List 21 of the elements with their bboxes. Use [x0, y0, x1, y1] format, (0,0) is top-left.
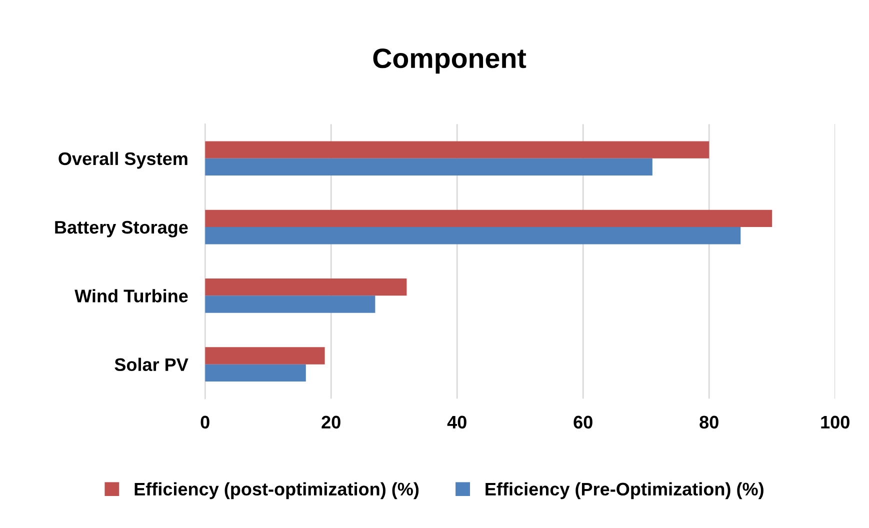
- y-tick-label: Wind Turbine: [74, 289, 188, 302]
- bar: [205, 227, 741, 244]
- bar: [205, 210, 772, 228]
- x-tick-label: 40: [447, 416, 466, 429]
- bar: [205, 141, 710, 158]
- x-tick-label: 80: [700, 416, 718, 429]
- y-tick-label: Overall System: [58, 152, 188, 169]
- bar: [205, 347, 325, 364]
- x-tick-label: 60: [574, 416, 592, 429]
- chart-title: Component: [373, 48, 526, 74]
- y-tick-label: Battery Storage: [55, 220, 188, 238]
- x-tick-label: 100: [821, 416, 850, 429]
- bar: [205, 158, 652, 176]
- bar: [205, 278, 407, 296]
- x-tick-label: 0: [200, 416, 210, 429]
- bar: [205, 296, 376, 313]
- legend-label: Efficiency (post-optimization) (%): [134, 482, 419, 500]
- y-tick-label: Solar PV: [114, 358, 188, 372]
- bar: [205, 364, 306, 382]
- legend-label: Efficiency (Pre-Optimization) (%): [486, 482, 764, 500]
- x-tick-label: 20: [322, 416, 340, 429]
